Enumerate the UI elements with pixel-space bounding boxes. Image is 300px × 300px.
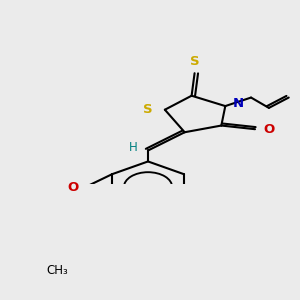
Text: N: N [233, 97, 244, 110]
Text: S: S [143, 103, 153, 116]
Text: S: S [190, 55, 200, 68]
Text: O: O [263, 123, 274, 136]
Text: H: H [129, 141, 138, 154]
Text: O: O [67, 181, 78, 194]
Text: CH₃: CH₃ [46, 264, 68, 277]
